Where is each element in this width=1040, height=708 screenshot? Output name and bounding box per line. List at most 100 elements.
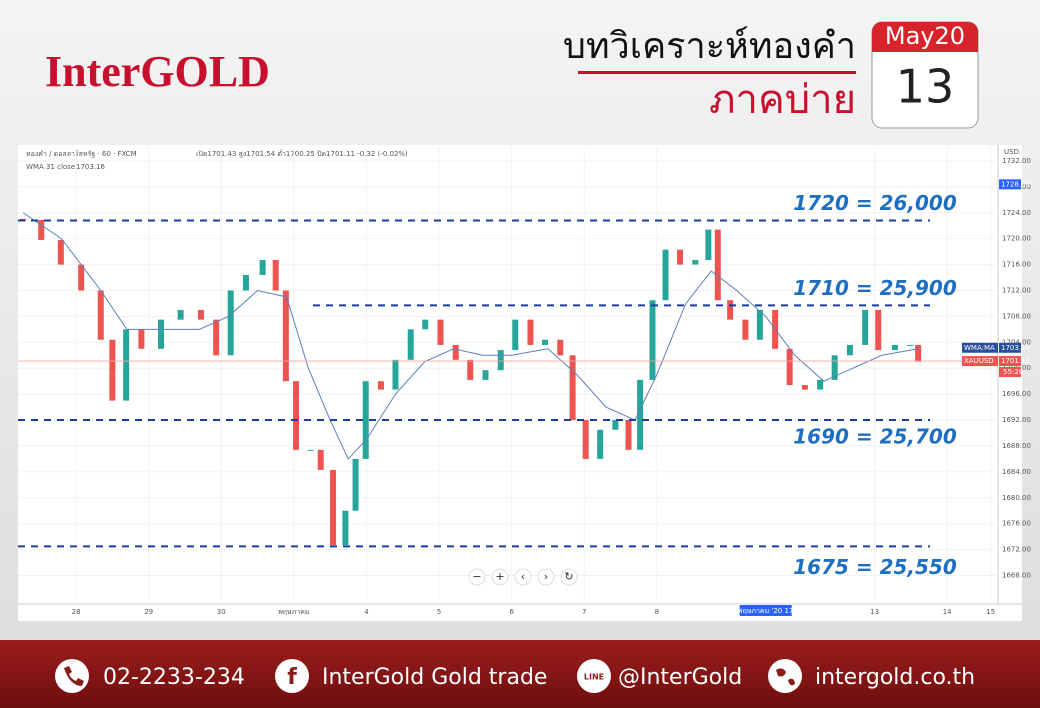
x-tick-label: 8: [655, 608, 659, 616]
x-tick-label: 30: [217, 608, 226, 616]
line-glyph: LINE: [584, 673, 604, 682]
y-tick-label: 1708.00: [1002, 312, 1031, 320]
candle: [437, 319, 444, 345]
candle: [259, 260, 266, 275]
candle: [138, 329, 145, 349]
legend-value: 1703.16: [76, 163, 105, 171]
toolbar-icon[interactable]: −: [472, 570, 481, 583]
toolbar-button[interactable]: [491, 568, 509, 586]
toolbar-button[interactable]: [468, 568, 486, 586]
y-tick-label: 1684.00: [1002, 468, 1031, 476]
candle: [801, 385, 808, 390]
candle: [527, 319, 534, 345]
candle: [213, 319, 220, 356]
footer: [0, 640, 1040, 708]
price-tag-value-label: 1701.11: [1001, 357, 1030, 365]
y-tick-label: 1704.00: [1002, 338, 1031, 346]
candle: [452, 344, 459, 360]
toolbar-button[interactable]: [560, 568, 578, 586]
level-label: 1675 = 25,550: [793, 555, 957, 579]
candle: [109, 339, 116, 401]
website: intergold.co.th: [815, 665, 975, 690]
level-label: 1710 = 25,900: [793, 276, 957, 300]
candle: [625, 420, 632, 450]
candle: [582, 420, 589, 459]
candle: [272, 260, 279, 291]
x-tick-label: 29: [144, 608, 153, 616]
toolbar-icon[interactable]: ‹: [521, 570, 525, 583]
line-id: @InterGold: [618, 665, 742, 690]
toolbar-button[interactable]: [514, 568, 532, 586]
x-tick-label: 28: [72, 608, 81, 616]
title-rule: [578, 71, 856, 74]
candle: [649, 300, 656, 380]
y-tick-label: 1716.00: [1002, 261, 1031, 269]
toolbar-icon[interactable]: ›: [544, 570, 548, 583]
candle: [377, 381, 384, 390]
price-tag: [999, 179, 1021, 190]
toolbar-icon[interactable]: ↻: [564, 570, 573, 583]
y-tick-label: 1668.00: [1002, 572, 1031, 580]
y-tick-label: 1732.00: [1002, 157, 1031, 165]
web-icon: [768, 659, 802, 693]
price-tag-value: [999, 356, 1021, 367]
legend-name: WMA 31 close: [26, 163, 75, 171]
ohlc: เปิด1701.43 สูง1701.54 ต่ำ1700.25 ปิด170…: [196, 149, 408, 158]
candle: [177, 309, 184, 320]
x-tick-label: 14: [943, 608, 952, 616]
candle: [714, 229, 721, 301]
candle: [317, 449, 324, 470]
y-tick-label: 1720.00: [1002, 235, 1031, 243]
y-tick-label: 1696.00: [1002, 390, 1031, 398]
x-tick-label: 4: [364, 608, 369, 616]
candle: [512, 319, 519, 351]
candle: [817, 379, 824, 390]
price-tag-label: 1728.39: [1001, 180, 1030, 188]
facebook-glyph: f: [287, 665, 297, 690]
countdown: 55:26: [1003, 368, 1024, 376]
crosshair-label: 11 พฤษภาคม '20 17:00: [727, 607, 805, 615]
candle: [846, 344, 853, 356]
y-tick-label: 1680.00: [1002, 494, 1031, 502]
candle: [467, 359, 474, 380]
candle: [862, 309, 869, 345]
facebook: InterGold Gold trade: [322, 665, 547, 690]
candle: [569, 355, 576, 421]
phone-icon: [55, 659, 89, 693]
candle: [242, 274, 249, 291]
x-tick-label: พฤษภาคม: [278, 608, 309, 616]
candle: [756, 309, 763, 340]
level-label: 1720 = 26,000: [793, 191, 957, 215]
candle: [786, 348, 793, 386]
price-tag: [962, 356, 998, 367]
x-tick-label: 5: [437, 608, 441, 616]
candle: [915, 344, 922, 362]
price-tag: [962, 342, 998, 353]
candle: [637, 379, 644, 450]
facebook-icon: [275, 659, 309, 693]
candle: [123, 329, 130, 401]
y-unit: USD: [1004, 148, 1019, 156]
candle: [597, 429, 604, 459]
candle: [677, 249, 684, 265]
candle: [662, 249, 669, 301]
x-tick-label: 7: [582, 608, 586, 616]
candle: [612, 420, 619, 430]
x-tick-label: 15: [986, 608, 995, 616]
candle: [342, 510, 349, 546]
toolbar-button[interactable]: [537, 568, 555, 586]
x-tick-label: 6: [509, 608, 514, 616]
line-icon: [577, 659, 611, 693]
phone: 02-2233-234: [103, 665, 245, 690]
toolbar-icon[interactable]: +: [495, 570, 504, 583]
y-tick-label: 1672.00: [1002, 546, 1031, 554]
y-tick-label: 1712.00: [1002, 287, 1031, 295]
title: บทวิเคราะห์ทองคำ: [563, 26, 856, 67]
candle: [542, 339, 549, 345]
calendar-band: [872, 22, 978, 52]
candle: [78, 264, 85, 291]
y-tick-label: 1724.00: [1002, 209, 1031, 217]
candle: [891, 344, 898, 351]
web-glyph: [776, 668, 795, 686]
